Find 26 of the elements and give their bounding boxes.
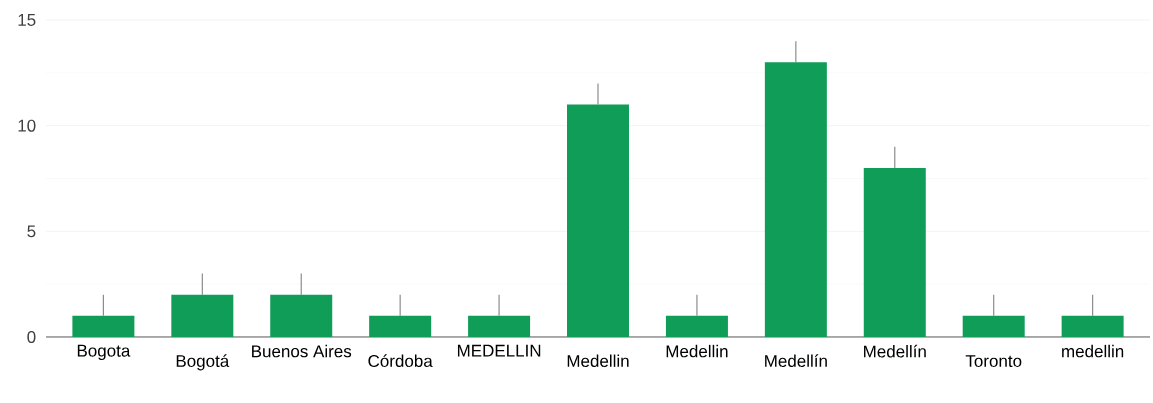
bar [665, 315, 728, 337]
bar [171, 294, 234, 337]
bar [468, 315, 531, 337]
bar [270, 294, 333, 337]
x-tick-label: Medellin [666, 344, 728, 358]
x-tick-label: Bogota [77, 344, 131, 361]
x-tick-label: Medellin [567, 354, 629, 368]
x-tick-label: Buenos Aires [252, 344, 352, 358]
x-tick-label: Bogotá [176, 354, 230, 371]
bar [369, 315, 432, 337]
bar [863, 167, 926, 337]
y-tick-label: 15 [18, 14, 36, 26]
bar [72, 315, 135, 337]
bar [962, 315, 1025, 337]
y-tick-label: 5 [27, 225, 36, 238]
x-tick-label: Córdoba [368, 354, 433, 368]
x-tick-label: medellin [1062, 344, 1124, 358]
y-tick-label: 10 [18, 119, 36, 132]
y-tick-label: 0 [27, 330, 36, 344]
x-tick-label: Toronto [965, 355, 1022, 368]
x-tick-label: Medellín [765, 354, 827, 368]
x-tick-label: Medellín [864, 344, 926, 358]
bar [567, 104, 630, 337]
x-tick-label: MEDELLIN [457, 344, 541, 357]
bar [764, 62, 827, 337]
bar [1061, 315, 1124, 337]
